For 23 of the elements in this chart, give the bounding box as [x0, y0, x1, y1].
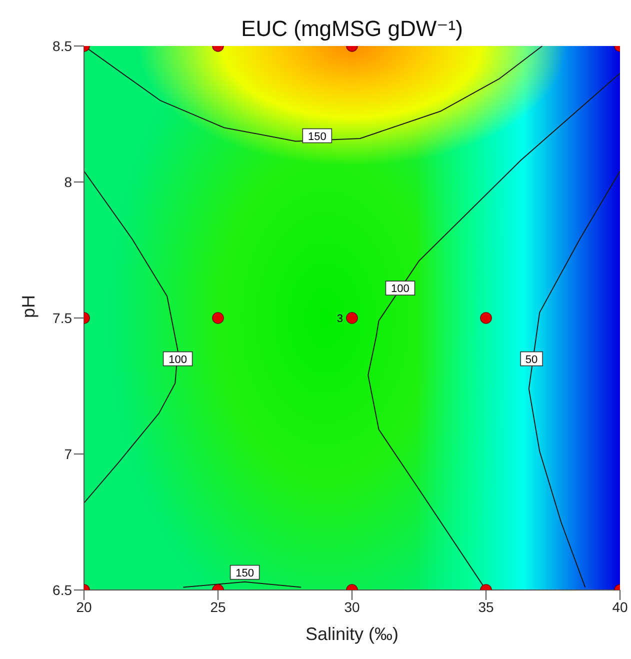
point	[346, 312, 358, 324]
chart-title: EUC (mgMSG gDW⁻¹)	[240, 16, 464, 42]
x-tick-label: 25	[210, 598, 226, 615]
annotation: 150	[308, 130, 326, 143]
y-tick-label: 7	[64, 446, 72, 462]
annotation: 150	[236, 567, 254, 580]
annotation: 100	[168, 354, 187, 366]
line-series	[528, 170, 620, 588]
annotation: 100	[391, 283, 410, 296]
y-tick-label: 7.5	[52, 310, 72, 326]
y-tick-label: 8	[64, 174, 72, 190]
x-axis-title: Salinity (‰)	[305, 624, 399, 644]
y-tick-label: 8.5	[52, 38, 72, 54]
y-tick-label: 6.5	[52, 582, 72, 598]
annotation: 50	[525, 354, 538, 366]
x-tick-label: 20	[76, 598, 92, 615]
x-tick-label: 40	[612, 598, 628, 615]
annotation: 3	[336, 313, 343, 325]
x-tick-label: 35	[478, 598, 494, 615]
y-axis-title: pH	[18, 294, 38, 318]
point	[480, 312, 492, 324]
point	[212, 312, 224, 324]
x-tick-label: 30	[344, 598, 360, 615]
